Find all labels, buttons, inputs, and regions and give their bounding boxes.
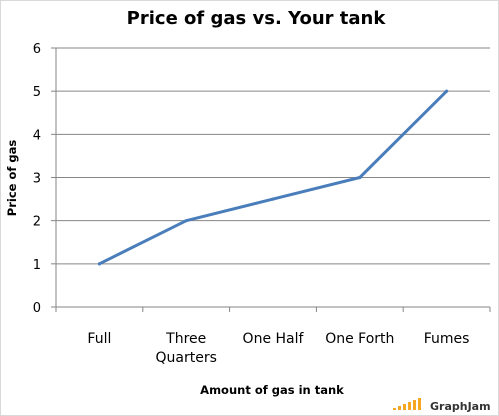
watermark-bar bbox=[413, 400, 416, 410]
y-tick-label: 4 bbox=[33, 128, 41, 143]
series bbox=[97, 89, 449, 266]
x-axis-label: Amount of gas in tank bbox=[200, 383, 344, 397]
x-tick-label: Full bbox=[87, 331, 111, 347]
gridlines bbox=[51, 47, 490, 308]
watermark-text: GraphJam bbox=[430, 400, 491, 413]
y-tick-labels: 0 1 2 3 4 5 6 bbox=[33, 42, 41, 316]
data-point bbox=[184, 219, 188, 223]
watermark-bar bbox=[418, 398, 421, 410]
watermark-bar bbox=[403, 404, 406, 410]
x-tick-label-line: Quarters bbox=[156, 350, 217, 366]
data-point bbox=[271, 197, 275, 201]
y-tick-label: 2 bbox=[33, 215, 41, 230]
watermark-bar bbox=[393, 408, 396, 410]
x-tick-label-line: Full bbox=[87, 331, 111, 347]
x-tick-labels: Full Three Quarters One Half One Forth Fumes bbox=[87, 331, 469, 366]
watermark-bar bbox=[408, 402, 411, 410]
x-tick-label-line: One Half bbox=[243, 331, 305, 347]
axes bbox=[55, 48, 491, 312]
x-tick-label-line: Fumes bbox=[424, 331, 470, 347]
y-tick-label: 3 bbox=[33, 172, 41, 187]
chart-title: Price of gas vs. Your tank bbox=[127, 8, 387, 29]
data-point bbox=[358, 175, 362, 180]
data-point bbox=[445, 89, 449, 93]
graphjam-watermark: GraphJam bbox=[393, 398, 491, 413]
y-tick-label: 5 bbox=[33, 85, 41, 100]
y-tick-label: 0 bbox=[33, 301, 41, 316]
y-tick-label: 6 bbox=[33, 42, 41, 57]
data-point bbox=[97, 262, 101, 266]
y-axis-label: Price of gas bbox=[5, 140, 19, 217]
y-tick-label: 1 bbox=[33, 258, 41, 273]
watermark-bars-icon bbox=[393, 398, 421, 410]
x-tick-label: Fumes bbox=[424, 331, 470, 347]
x-tick-label: Three Quarters bbox=[156, 331, 217, 366]
watermark-bar bbox=[398, 406, 401, 410]
x-tick-label-line: One Forth bbox=[325, 331, 394, 347]
x-tick-label: One Forth bbox=[325, 331, 394, 347]
x-tick-label-line: Three bbox=[165, 331, 206, 347]
x-tick-label: One Half bbox=[243, 331, 305, 347]
